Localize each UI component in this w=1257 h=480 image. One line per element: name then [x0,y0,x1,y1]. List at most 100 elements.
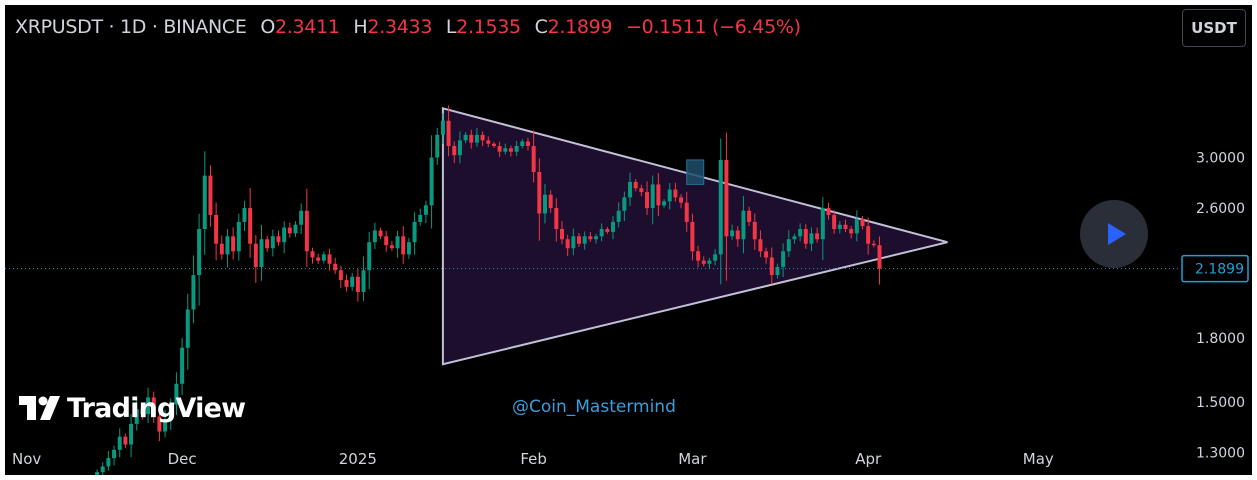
candle-body [758,239,763,252]
candle-body [826,208,831,215]
x-axis-tick-label: Mar [678,450,707,468]
candle-body [372,230,377,243]
candle-body [503,148,508,152]
last-price-label: 2.1899 [1195,262,1244,278]
candle-body [95,472,100,475]
candle-body [100,466,105,473]
candle-body [265,239,270,249]
candle-body [146,397,151,415]
candle-body [605,229,610,232]
candle-body [633,181,638,189]
candle-body [355,276,360,292]
candle-body [338,270,343,281]
candle-body [764,251,769,258]
candle-body [645,192,650,209]
candle-body [871,243,876,246]
price-chart[interactable]: 3.0000 2.6000 1.8000 1.5000 1.3000 2.1899 Nov D… [5,5,1252,475]
logo-text: TradingView [67,393,246,424]
candle-body [480,134,485,141]
candle-body [628,181,633,198]
author-watermark: @Coin_Mastermind [512,397,676,417]
candle-body [662,201,667,206]
y-axis-tick-label: 1.5000 [1196,395,1245,411]
candle-body [866,226,871,244]
candle-body [123,436,128,445]
candle-body [752,221,757,240]
candle-body [508,148,513,152]
candle-body [236,221,241,252]
candle-body [418,214,423,222]
candle-body [537,171,542,214]
x-axis-tick-label: May [1023,450,1054,468]
last-price-badge [1181,254,1249,283]
candle-body [877,245,882,269]
candle-body [559,229,564,240]
candle-body [350,276,355,287]
candle-body [803,229,808,244]
tradingview-logo-icon [19,396,60,420]
candle-body [701,260,706,264]
candle-body [786,239,791,252]
candle-body [384,236,389,246]
candle-body [588,236,593,240]
candle-body [798,229,803,237]
candle-body [242,208,247,222]
candle-body [571,236,576,249]
candle-body [140,409,145,415]
candle-body [809,233,814,244]
candle-body [497,145,502,152]
candle-body [253,243,258,267]
candle-body [344,280,349,287]
open-value: 2.3411 [274,16,340,38]
candle-body [293,224,298,234]
candle-body [287,227,292,234]
candle-body [401,236,406,255]
candle-body [469,134,474,143]
candle-body [276,236,281,243]
candle-body [514,145,519,152]
candle-body [849,229,854,234]
replay-button[interactable] [1080,200,1148,268]
candle-body [554,208,559,230]
candle-body [854,219,859,234]
candle-body [690,221,695,252]
candle-body [208,175,213,215]
candle-body [163,418,168,432]
candle-body [491,143,496,146]
candle-body [248,208,253,244]
candle-body [769,257,774,276]
candle-body [225,236,230,255]
candle-body [832,214,837,230]
candle-body [718,159,723,255]
y-axis-tick-label: 1.3000 [1196,446,1245,462]
candle-body [837,224,842,230]
candle-body [667,189,672,202]
symbol-header: XRPUSDT · 1D · BINANCE O2.3411 H2.3433 L… [15,16,801,38]
candle-body [594,236,599,240]
candle-body [724,159,729,237]
candle-body [474,134,479,143]
candle-body [622,197,627,211]
candle-body [157,416,162,432]
symbol-label[interactable]: XRPUSDT · 1D · BINANCE [15,16,247,38]
candle-body [299,210,304,225]
candle-body [735,230,740,240]
open-label: O [260,16,275,38]
candle-body [520,141,525,146]
candle-body [673,189,678,198]
candle-body [282,227,287,243]
candle-body [446,120,451,146]
candle-body [525,141,530,146]
candle-body [548,194,553,209]
candle-body [781,251,786,267]
candle-body [565,239,570,249]
candle-body [656,184,661,206]
candle-body [106,458,111,467]
close-label: C [534,16,548,38]
candle-body [129,423,134,445]
x-axis-tick-label: 2025 [339,450,377,468]
quote-currency-button[interactable]: USDT [1182,9,1246,47]
candle-body [684,202,689,222]
x-axis-tick-label: Feb [520,450,547,468]
y-axis-tick-label: 2.6000 [1196,201,1245,217]
